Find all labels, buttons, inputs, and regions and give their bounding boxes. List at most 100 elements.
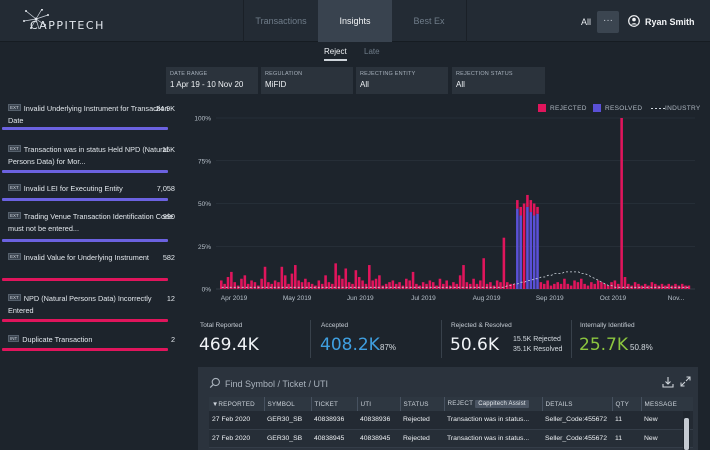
rejected-bar[interactable] [294, 265, 297, 289]
rejected-bar[interactable] [253, 282, 257, 289]
column-header-ticket[interactable]: TICKET [310, 397, 357, 411]
rejected-bar[interactable] [489, 282, 492, 289]
rejected-bar[interactable] [680, 283, 684, 289]
rejected-bar[interactable] [428, 280, 432, 289]
rejected-bar[interactable] [674, 283, 677, 289]
rejected-bar[interactable] [246, 283, 250, 289]
rejected-bar[interactable] [583, 283, 586, 289]
rejected-bar[interactable] [620, 118, 623, 289]
rejected-bar[interactable] [526, 194, 529, 207]
rejected-bar[interactable] [438, 278, 442, 289]
rejected-bar[interactable] [687, 285, 691, 289]
rejected-bar[interactable] [411, 271, 415, 289]
reject-reason-item[interactable]: EXT Trading Venue Transaction Identificat… [8, 211, 178, 237]
rejected-bar[interactable] [267, 282, 270, 289]
reject-reason-item[interactable]: EXT NPD (Natural Persons Data) Incorrectl… [8, 293, 178, 319]
rejected-bar[interactable] [627, 283, 630, 289]
rejected-bar[interactable] [576, 282, 580, 289]
rejected-bar[interactable] [566, 283, 570, 289]
rejected-bar[interactable] [371, 280, 374, 289]
resolved-bar[interactable] [519, 215, 522, 289]
filter-regulation[interactable]: REGULATION MiFID [261, 67, 353, 94]
rejected-bar[interactable] [509, 283, 512, 289]
column-header-details[interactable]: DETAILS [541, 397, 612, 411]
subtab-late[interactable]: Late [364, 47, 380, 56]
rejected-bar[interactable] [455, 283, 459, 289]
rejected-bar[interactable] [408, 280, 411, 289]
legend-industry-label[interactable]: INDUSTRY [665, 105, 701, 112]
rejected-bar[interactable] [442, 283, 445, 289]
rejected-bar[interactable] [637, 283, 640, 289]
rejected-bar[interactable] [445, 280, 448, 289]
rejected-bar[interactable] [563, 278, 566, 289]
cappitech-logo-icon[interactable] [12, 9, 104, 37]
rejected-bar[interactable] [667, 283, 671, 289]
rejected-bar[interactable] [223, 283, 226, 289]
download-icon[interactable] [662, 376, 674, 388]
rejected-bar[interactable] [650, 282, 654, 289]
table-row[interactable]: 27 Feb 2020 GER30_SB 40838945 40838945 R… [209, 429, 693, 448]
rejected-bar[interactable] [331, 283, 334, 289]
rejected-bar[interactable] [273, 280, 277, 289]
rejected-bar[interactable] [640, 285, 644, 289]
rejected-bar[interactable] [324, 275, 327, 289]
rejected-bar[interactable] [398, 282, 401, 289]
rejected-bar[interactable] [431, 282, 435, 289]
rejected-bar[interactable] [250, 280, 253, 289]
rejected-bar[interactable] [516, 200, 519, 209]
filter-rejection-status[interactable]: REJECTION STATUS All [452, 67, 545, 94]
scope-selector[interactable]: All [581, 17, 592, 27]
rejected-bar[interactable] [283, 275, 287, 289]
rejected-bar[interactable] [220, 280, 223, 289]
rejected-bar[interactable] [539, 282, 543, 289]
rejected-bar[interactable] [230, 271, 233, 289]
rejected-bar[interactable] [684, 285, 687, 289]
rejected-bar[interactable] [536, 206, 539, 214]
rejected-bar[interactable] [425, 283, 428, 289]
rejected-bar[interactable] [394, 283, 398, 289]
reject-reason-item[interactable]: EXT Invalid LEI for Executing Entity 7,05… [8, 183, 178, 197]
resolved-bar[interactable] [536, 213, 539, 289]
rejected-bar[interactable] [606, 285, 610, 289]
rejected-bar[interactable] [596, 280, 600, 289]
rejected-bar[interactable] [482, 258, 485, 289]
reject-reason-item[interactable]: EXT Transaction was in status Held NPD (N… [8, 144, 178, 170]
rejected-bar[interactable] [616, 283, 620, 289]
resolved-bar[interactable] [516, 208, 519, 289]
column-header-qty[interactable]: QTY [611, 397, 641, 411]
rejected-bar[interactable] [357, 277, 361, 289]
rejected-bar[interactable] [240, 278, 243, 289]
rejected-bar[interactable] [579, 278, 583, 289]
rejected-bar[interactable] [368, 265, 371, 289]
resolved-bar[interactable] [529, 212, 533, 289]
rejected-bar[interactable] [462, 265, 465, 289]
user-avatar-icon[interactable] [628, 15, 640, 27]
rejected-bar[interactable] [556, 282, 559, 289]
rejected-bar[interactable] [600, 282, 603, 289]
table-row[interactable]: 27 Feb 2020 GER30_SB 40838936 40838936 R… [209, 411, 693, 430]
rejected-bar[interactable] [643, 283, 647, 289]
rejected-bar[interactable] [317, 280, 321, 289]
column-header-reject[interactable]: REJECT Cappitech Assist [443, 397, 542, 411]
rejected-bar[interactable] [378, 275, 381, 289]
rejected-bar[interactable] [532, 203, 536, 216]
rejected-bar[interactable] [391, 280, 395, 289]
rejected-bar[interactable] [529, 200, 533, 213]
rejected-bar[interactable] [364, 283, 368, 289]
rejected-bar[interactable] [327, 282, 331, 289]
filter-rejecting-entity[interactable]: REJECTING ENTITY All [356, 67, 448, 94]
rejected-bar[interactable] [374, 278, 378, 289]
rejected-bar[interactable] [304, 278, 307, 289]
rejected-bar[interactable] [320, 283, 324, 289]
rejected-bar[interactable] [435, 285, 438, 289]
search-input[interactable] [225, 377, 525, 391]
rejected-bar[interactable] [388, 282, 391, 289]
rejected-bar[interactable] [553, 283, 556, 289]
rejected-bar[interactable] [623, 277, 627, 289]
table-scrollbar-thumb[interactable] [684, 418, 689, 450]
column-header-status[interactable]: STATUS [399, 397, 444, 411]
rejected-bar[interactable] [421, 282, 425, 289]
rejected-bar[interactable] [233, 282, 237, 289]
rejected-bar[interactable] [559, 283, 563, 289]
column-header-reported[interactable]: ▼REPORTED [209, 397, 264, 411]
